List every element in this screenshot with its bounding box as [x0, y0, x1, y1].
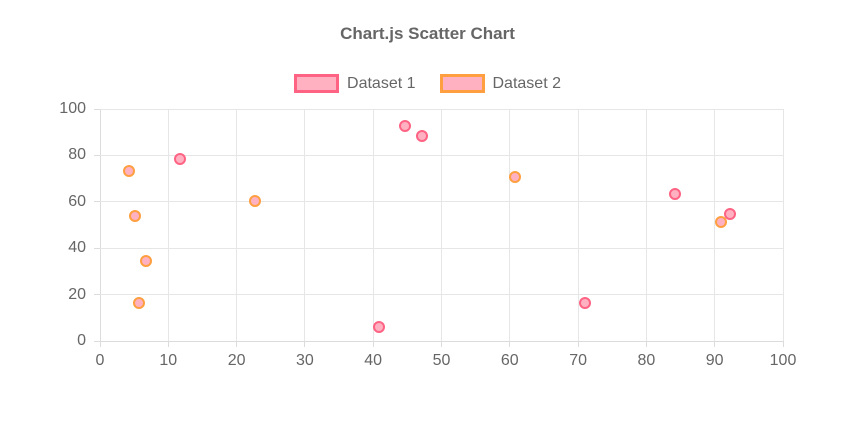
x-gridline	[304, 109, 306, 341]
x-gridline	[509, 109, 511, 341]
x-tick-mark	[577, 341, 579, 347]
y-tick-label: 40	[68, 239, 86, 257]
x-gridline	[236, 109, 238, 341]
y-tick-mark	[94, 247, 100, 249]
y-gridline	[100, 247, 783, 249]
y-tick-mark	[94, 108, 100, 110]
x-gridline	[372, 109, 374, 341]
y-gridline	[100, 108, 783, 110]
legend-swatch	[294, 74, 340, 93]
x-tick-label: 0	[95, 352, 105, 369]
chart-legend: Dataset 1 Dataset 2	[0, 74, 855, 93]
x-tick-mark	[509, 341, 511, 347]
x-tick-label: 50	[432, 352, 451, 369]
scatter-point-dataset-2[interactable]	[128, 209, 141, 222]
x-tick-label: 70	[569, 352, 587, 369]
y-tick-label: 80	[68, 146, 86, 164]
y-tick-label: 100	[59, 100, 86, 117]
y-gridline	[100, 294, 783, 296]
legend-item-dataset-1[interactable]: Dataset 1	[294, 74, 416, 93]
x-gridline	[782, 109, 784, 341]
x-tick-label: 30	[295, 352, 314, 369]
x-tick-label: 60	[500, 352, 519, 369]
x-tick-label: 10	[159, 352, 178, 369]
chart-title: Chart.js Scatter Chart	[340, 24, 515, 43]
x-tick-mark	[236, 341, 238, 347]
x-gridline	[99, 109, 101, 341]
x-gridline	[167, 109, 169, 341]
y-tick-mark	[94, 201, 100, 203]
y-tick-label: 20	[68, 285, 86, 303]
x-gridline	[577, 109, 579, 341]
x-tick-mark	[99, 341, 101, 347]
x-tick-mark	[782, 341, 784, 347]
scatter-point-dataset-1[interactable]	[173, 153, 186, 166]
x-gridline	[645, 109, 647, 341]
legend-swatch	[439, 74, 485, 93]
y-tick-label: 0	[77, 332, 86, 349]
scatter-point-dataset-1[interactable]	[416, 130, 429, 143]
scatter-point-dataset-1[interactable]	[373, 321, 386, 334]
x-tick-label: 40	[364, 352, 383, 369]
y-tick-mark	[94, 154, 100, 156]
x-tick-label: 90	[705, 352, 724, 369]
x-tick-label: 20	[227, 352, 246, 369]
x-tick-mark	[645, 341, 647, 347]
x-tick-label: 100	[769, 352, 797, 369]
scatter-point-dataset-1[interactable]	[398, 119, 411, 132]
legend-label: Dataset 2	[492, 75, 561, 92]
scatter-point-dataset-2[interactable]	[509, 170, 522, 183]
x-tick-mark	[167, 341, 169, 347]
scatter-point-dataset-1[interactable]	[669, 187, 682, 200]
x-tick-label: 80	[637, 352, 656, 369]
y-gridline	[100, 201, 783, 203]
x-tick-mark	[304, 341, 306, 347]
legend-item-dataset-2[interactable]: Dataset 2	[439, 74, 561, 93]
scatter-point-dataset-1[interactable]	[723, 207, 736, 220]
y-tick-mark	[94, 340, 100, 342]
scatter-point-dataset-2[interactable]	[132, 297, 145, 310]
scatter-point-dataset-2[interactable]	[714, 215, 727, 228]
legend-label: Dataset 1	[347, 75, 416, 92]
x-gridline	[714, 109, 716, 341]
scatter-point-dataset-2[interactable]	[249, 194, 262, 207]
x-tick-mark	[372, 341, 374, 347]
plot-area[interactable]: 0 10 20 30 40 50 60 70 80 90 100 0 20 40 60 80 100	[59, 100, 796, 369]
scatter-point-dataset-2[interactable]	[140, 255, 153, 268]
x-tick-mark	[714, 341, 716, 347]
y-gridline	[100, 340, 783, 342]
x-tick-mark	[441, 341, 442, 347]
y-gridline	[100, 154, 783, 156]
scatter-point-dataset-1[interactable]	[578, 296, 591, 309]
y-tick-mark	[94, 294, 100, 296]
y-tick-label: 60	[68, 192, 86, 210]
x-gridline	[441, 109, 442, 341]
scatter-point-dataset-2[interactable]	[122, 164, 135, 177]
